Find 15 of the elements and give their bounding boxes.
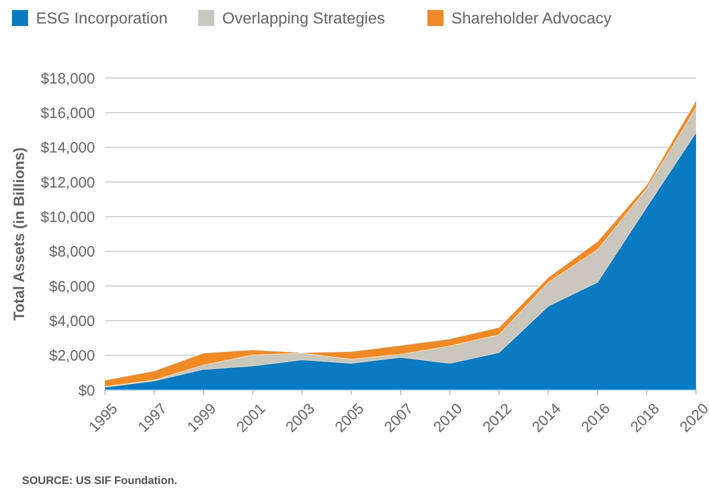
legend-label: ESG Incorporation — [36, 10, 168, 28]
y-tick-label: $16,000 — [40, 104, 95, 122]
y-tick-label: $8,000 — [49, 244, 95, 261]
y-tick-label: $10,000 — [40, 208, 95, 226]
y-axis-title: Total Assets (in Billions) — [11, 147, 28, 321]
y-tick-label: $14,000 — [40, 140, 95, 157]
y-tick-label: $18,000 — [40, 70, 95, 88]
source-note: SOURCE: US SIF Foundation. — [22, 475, 178, 487]
y-tick-label: $12,000 — [40, 174, 95, 192]
legend-label: Overlapping Strategies — [222, 10, 385, 28]
y-tick-label: $0 — [78, 382, 95, 400]
legend-label: Shareholder Advocacy — [451, 10, 612, 28]
y-tick-label: $2,000 — [49, 348, 95, 365]
y-tick-label: $6,000 — [49, 278, 95, 296]
y-tick-label: $4,000 — [49, 312, 95, 330]
